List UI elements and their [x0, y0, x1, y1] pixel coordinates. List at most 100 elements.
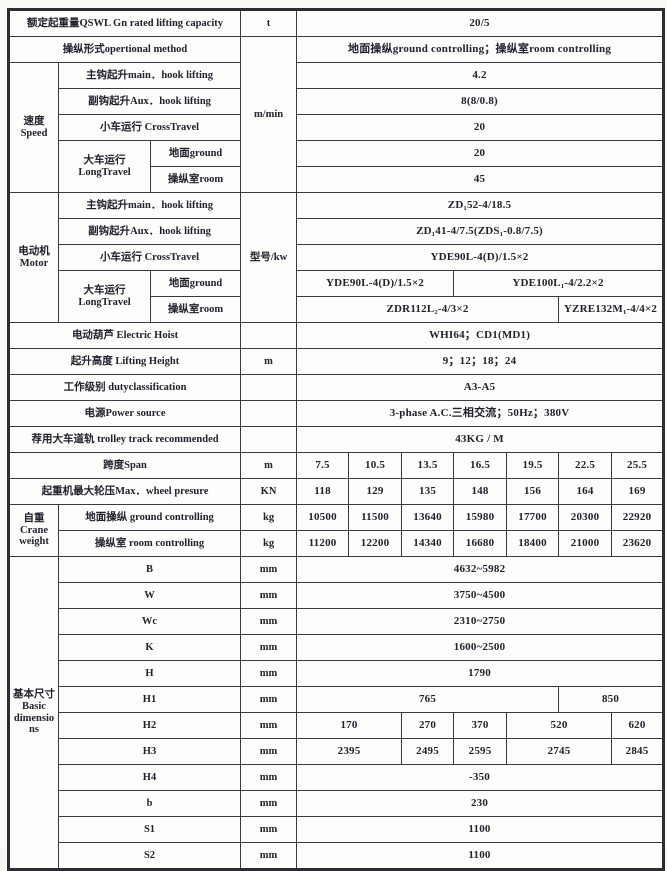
motor-longtravel-label: 大车运行 LongTravel [58, 270, 151, 323]
height-label: 起升高度 Lifting Height [7, 348, 242, 375]
speed-aux-label: 副钩起升Aux．hook lifting [57, 88, 242, 115]
row-weight-room: 操纵室 room controlling kg 11200 12200 1434… [9, 530, 665, 557]
dim-H2-value-2: 270 [401, 712, 455, 739]
dim-H1-value-1: 765 [296, 686, 560, 713]
wheel-value: 129 [348, 478, 403, 505]
weight-ground-value: 10500 [296, 504, 350, 531]
row-dim-K: K mm 1600~2500 [9, 634, 665, 661]
dim-H2-value-4: 520 [506, 712, 613, 739]
dim-B-unit: mm [240, 556, 298, 583]
dim-K-unit: mm [240, 634, 298, 661]
hoist-label: 电动葫芦 Electric Hoist [7, 322, 242, 349]
dim-H1-label: H1 [57, 686, 242, 713]
weight-room-value: 11200 [296, 530, 350, 557]
motor-unit: 型号/kw [240, 192, 298, 323]
dim-B-value: 4632~5982 [296, 556, 665, 583]
method-value: 地面操纵ground controlling；操纵室room controlli… [296, 36, 665, 63]
wheel-value: 118 [296, 478, 350, 505]
wheel-value: 135 [401, 478, 455, 505]
motor-aux-label: 副钩起升Aux．hook lifting [57, 218, 242, 245]
dim-S1-unit: mm [240, 816, 298, 843]
dim-H-label: H [57, 660, 242, 687]
motor-main-value: ZD₁52-4/18.5 [296, 192, 665, 219]
duty-unit [240, 374, 298, 401]
weight-room-value: 14340 [401, 530, 455, 557]
speed-long-room-value: 45 [296, 166, 665, 193]
dim-S1-label: S1 [57, 816, 242, 843]
row-weight-ground: 自重 Crane weight 地面操纵 ground controlling … [8, 504, 665, 557]
weight-room-value: 16680 [453, 530, 508, 557]
dim-B-label: B [57, 556, 242, 583]
power-unit [240, 400, 298, 427]
speed-long-ground-value: 20 [296, 140, 665, 167]
speed-cross-label: 小车运行 CrossTravel [57, 114, 242, 141]
speed-longtravel-label: 大车运行 LongTravel [58, 140, 151, 193]
span-value: 7.5 [296, 452, 350, 479]
span-unit: m [240, 452, 298, 479]
dim-W-label: W [57, 582, 242, 609]
span-value: 19.5 [506, 452, 560, 479]
dim-Wc-value: 2310~2750 [296, 608, 665, 635]
dim-Wc-unit: mm [240, 608, 298, 635]
span-value: 25.5 [611, 452, 665, 479]
dim-S2-unit: mm [240, 842, 298, 870]
dims-group-label: 基本尺寸 Basic dimensions [8, 556, 59, 870]
motor-group-label: 电动机 Motor [8, 192, 59, 323]
speed-long-room-label: 操纵室room [149, 166, 242, 193]
row-dim-b: b mm 230 [9, 790, 665, 817]
motor-long-room-value-1: ZDR112L₂-4/3×2 [296, 296, 560, 323]
power-label: 电源Power source [7, 400, 242, 427]
row-dim-W: W mm 3750~4500 [9, 582, 665, 609]
duty-value: A3-A5 [296, 374, 665, 401]
motor-cross-label: 小车运行 CrossTravel [57, 244, 242, 271]
weight-room-value: 18400 [506, 530, 560, 557]
track-label: 荐用大车道轨 trolley track recommended [7, 426, 242, 453]
weight-room-label: 操纵室 room controlling [57, 530, 242, 557]
row-speed-main: 速度 Speed 主钩起升main．hook lifting 4.2 [8, 62, 665, 193]
speed-main-value: 4.2 [296, 62, 665, 89]
dim-H2-label: H2 [57, 712, 242, 739]
row-method: 操纵形式opertional method m/min 地面操纵ground c… [7, 36, 665, 193]
row-dim-H2: H2 mm 170 270 370 520 620 [9, 712, 665, 739]
wheel-label: 起重机最大轮压Max．wheel presure [7, 478, 242, 505]
row-speed-aux: 副钩起升Aux．hook lifting 8(8/0.8) [9, 88, 665, 115]
scanned-spec-sheet: 额定起重量QSWL Gn rated lifting capacity t 20… [7, 8, 666, 871]
dim-H3-value-2: 2495 [401, 738, 455, 765]
row-dim-S2: S2 mm 1100 [9, 842, 665, 870]
row-power: 电源Power source 3-phase A.C.三相交流；50Hz；380… [7, 400, 665, 427]
crane-spec-table: 额定起重量QSWL Gn rated lifting capacity t 20… [7, 8, 666, 871]
weight-ground-value: 17700 [506, 504, 560, 531]
weight-group-label: 自重 Crane weight [8, 504, 59, 557]
weight-ground-value: 13640 [401, 504, 455, 531]
row-span: 跨度Span m 7.5 10.5 13.5 16.5 19.5 22.5 25… [7, 452, 665, 479]
dim-H3-unit: mm [240, 738, 298, 765]
row-track: 荐用大车道轨 trolley track recommended 43KG / … [7, 426, 665, 453]
row-dim-H: H mm 1790 [9, 660, 665, 687]
speed-group-label: 速度 Speed [8, 62, 59, 193]
capacity-unit: t [240, 9, 298, 37]
row-dim-S1: S1 mm 1100 [9, 816, 665, 843]
speed-cross-value: 20 [296, 114, 665, 141]
span-value: 13.5 [401, 452, 455, 479]
row-hoist: 电动葫芦 Electric Hoist WHI64；CD1(MD1) [7, 322, 665, 349]
span-value: 10.5 [348, 452, 403, 479]
dim-H2-value-1: 170 [296, 712, 403, 739]
row-speed-cross: 小车运行 CrossTravel 20 [9, 114, 665, 141]
dim-H3-value-1: 2395 [296, 738, 403, 765]
dim-H1-value-2: 850 [558, 686, 665, 713]
hoist-unit [240, 322, 298, 349]
dim-H-unit: mm [240, 660, 298, 687]
weight-ground-value: 15980 [453, 504, 508, 531]
row-motor-long-ground: 大车运行 LongTravel 地面ground YDE90L-4(D)/1.5… [9, 270, 665, 323]
dim-H2-value-5: 620 [611, 712, 665, 739]
wheel-value: 169 [611, 478, 665, 505]
speed-unit: m/min [240, 36, 298, 193]
row-motor-main: 电动机 Motor 主钩起升main．hook lifting 型号/kw ZD… [8, 192, 665, 323]
weight-ground-value: 11500 [348, 504, 403, 531]
motor-long-room-label: 操纵室room [149, 296, 242, 323]
weight-room-unit: kg [240, 530, 298, 557]
row-dim-B: 基本尺寸 Basic dimensions B mm 4632~5982 [8, 556, 665, 870]
motor-long-ground-value-1: YDE90L-4(D)/1.5×2 [296, 270, 455, 297]
capacity-value: 20/5 [296, 9, 665, 37]
motor-long-room-value-2: YZRE132M₁-4/4×2 [558, 296, 665, 323]
